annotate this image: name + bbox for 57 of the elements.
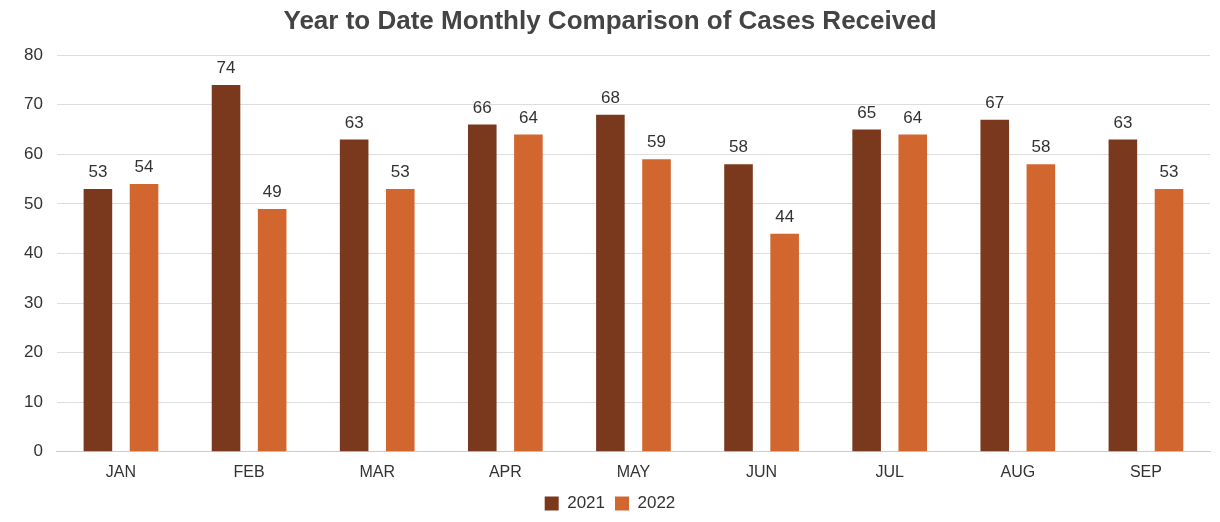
x-tick-label: APR: [488, 462, 522, 480]
data-label: 64: [518, 107, 538, 127]
data-label: 58: [729, 137, 748, 157]
data-label: 53: [390, 162, 410, 182]
bar: [1108, 139, 1138, 452]
data-label: 49: [262, 182, 282, 202]
legend-label: 2022: [637, 493, 676, 513]
data-label: 68: [600, 87, 620, 107]
bar: [129, 184, 159, 452]
x-tick-label: MAY: [616, 462, 651, 480]
y-tick-label: 70: [23, 94, 43, 114]
bar: [339, 139, 369, 452]
bar: [1154, 189, 1184, 452]
y-tick-label: 30: [23, 292, 43, 312]
chart-title: Year to Date Monthly Comparison of Cases Received: [283, 4, 937, 35]
y-tick-label: 60: [23, 144, 43, 164]
data-label: 66: [472, 97, 492, 117]
bar: [770, 233, 799, 452]
y-tick-label: 40: [23, 243, 43, 263]
bar: [1026, 164, 1056, 452]
bar: [257, 208, 287, 452]
x-tick-label: MAR: [359, 462, 395, 480]
bar: [385, 189, 415, 452]
bar: [852, 129, 881, 452]
x-tick-label: JUN: [746, 462, 778, 480]
y-tick-label: 20: [23, 342, 43, 362]
y-tick-label: 0: [33, 441, 43, 461]
bar: [898, 134, 928, 452]
data-label: 65: [857, 102, 877, 122]
bar: [724, 164, 753, 452]
y-tick-label: 10: [23, 391, 43, 411]
data-label: 63: [1113, 112, 1133, 132]
legend-label: 2021: [567, 493, 606, 513]
data-label: 44: [775, 206, 795, 226]
data-label: 58: [1031, 137, 1051, 157]
bar: [514, 134, 543, 452]
x-tick-label: SEP: [1129, 462, 1162, 480]
data-label: 63: [344, 112, 364, 132]
data-label: 59: [647, 132, 666, 152]
x-tick-label: FEB: [233, 462, 265, 480]
bar: [642, 159, 671, 452]
data-label: 54: [134, 157, 154, 177]
data-label: 67: [985, 92, 1005, 112]
y-tick-label: 80: [23, 44, 43, 64]
x-tick-label: AUG: [1000, 462, 1036, 480]
bar: [211, 84, 241, 452]
bar: [83, 189, 113, 452]
data-label: 53: [1159, 162, 1179, 182]
bar: [596, 114, 625, 452]
data-label: 74: [216, 58, 236, 78]
x-tick-label: JUL: [875, 462, 905, 480]
x-tick-label: JAN: [105, 462, 137, 480]
bar: [980, 119, 1010, 452]
data-label: 64: [903, 107, 923, 127]
data-label: 53: [88, 162, 108, 182]
bar: [467, 124, 497, 452]
y-tick-label: 50: [23, 193, 43, 213]
